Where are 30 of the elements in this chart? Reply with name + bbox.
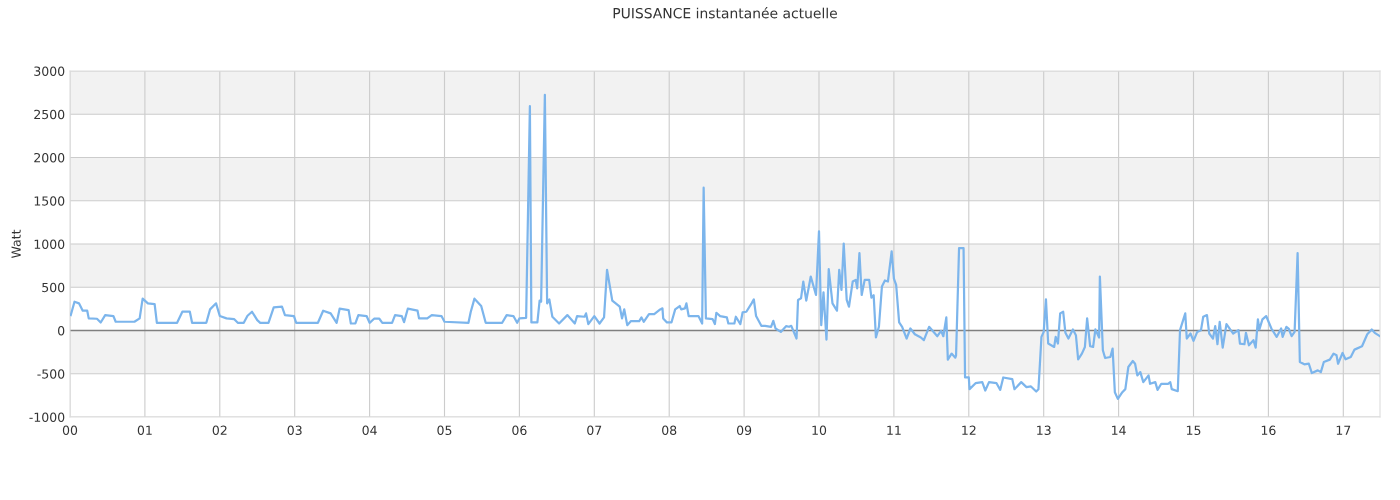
y-tick-label: -500 bbox=[37, 369, 65, 379]
x-tick-label: 13 bbox=[1037, 425, 1051, 436]
y-tick-label: 1000 bbox=[34, 239, 65, 249]
x-tick-label: 05 bbox=[437, 425, 452, 436]
y-tick-label: -1000 bbox=[29, 412, 65, 422]
y-tick-label: 2000 bbox=[34, 152, 65, 163]
y-axis-title: Watt bbox=[11, 229, 21, 259]
x-tick-label: 04 bbox=[362, 425, 377, 436]
x-tick-label: 11 bbox=[887, 425, 901, 435]
y-tick-label: 500 bbox=[42, 282, 65, 293]
x-tick-label: 09 bbox=[736, 425, 752, 436]
line-series bbox=[70, 93, 1380, 401]
x-tick-label: 17 bbox=[1336, 425, 1351, 435]
x-tick-label: 02 bbox=[212, 425, 227, 436]
y-tick-label: 1500 bbox=[34, 196, 65, 206]
x-tick-label: 15 bbox=[1186, 425, 1201, 436]
x-tick-label: 07 bbox=[587, 425, 602, 436]
y-tick-label: 0 bbox=[58, 325, 65, 336]
x-tick-label: 03 bbox=[287, 425, 302, 436]
x-tick-label: 06 bbox=[512, 425, 527, 436]
x-tick-label: 14 bbox=[1112, 425, 1126, 435]
x-tick-label: 16 bbox=[1261, 425, 1276, 436]
x-tick-label: 12 bbox=[962, 425, 976, 435]
x-tick-label: 08 bbox=[662, 425, 677, 436]
x-tick-label: 01 bbox=[137, 425, 152, 436]
x-tick-label: 00 bbox=[62, 425, 78, 436]
x-tick-label: 10 bbox=[812, 425, 827, 436]
chart-title: PUISSANCE instantanée actuelle bbox=[613, 7, 837, 19]
y-tick-label: 2500 bbox=[34, 109, 65, 120]
y-tick-label: 3000 bbox=[34, 66, 65, 76]
